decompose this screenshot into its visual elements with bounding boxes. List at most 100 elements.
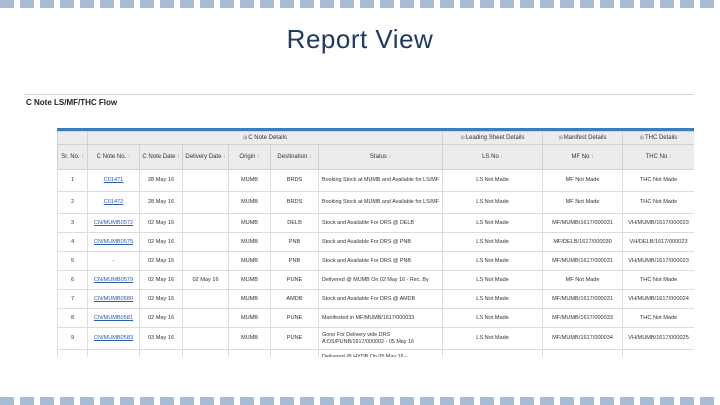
cell-dest: PNB bbox=[270, 232, 319, 252]
column-header-label: Origin bbox=[239, 153, 258, 160]
column-header[interactable]: Origin ↕ bbox=[228, 144, 271, 170]
sort-icon[interactable]: ↕ bbox=[591, 153, 594, 160]
group-header[interactable]: ⊞THC Details bbox=[622, 131, 694, 145]
cell-status: Stock and Available For DRS @ PNB bbox=[317, 232, 444, 252]
cell-mf: MF/MUMB/1617/000031 bbox=[542, 289, 624, 309]
cell-thc: VH/MUMB/1617/000024 bbox=[622, 289, 694, 309]
cnote-link[interactable]: CN/MUMB0579 bbox=[93, 276, 134, 283]
cell-date: 02 May 16 bbox=[139, 270, 183, 290]
cnote-link[interactable]: C01471 bbox=[103, 177, 124, 183]
cell-cnote[interactable]: CN/MUMB0581 bbox=[87, 308, 140, 328]
sort-icon[interactable]: ↕ bbox=[127, 153, 131, 160]
column-header[interactable]: C Note Date ↕ bbox=[139, 144, 183, 170]
expand-icon[interactable]: ⊞ bbox=[243, 134, 248, 141]
cell-sr: 2 bbox=[57, 191, 88, 214]
group-header-row: ⊞C Note Details ⊞Leading Sheet Details ⊞Ma… bbox=[57, 131, 694, 145]
group-header[interactable]: ⊞C Note Details bbox=[86, 131, 444, 145]
cell-dest: PUNE bbox=[270, 327, 319, 350]
cell-origin: MUMB bbox=[228, 308, 271, 328]
sort-icon[interactable]: ↕ bbox=[668, 153, 672, 160]
sort-icon[interactable]: ↕ bbox=[257, 153, 260, 160]
table-row[interactable]: 6 CN/MUMB0579 02 May 16 02 May 16 MUMB PUNE De… bbox=[57, 270, 694, 290]
cell-cnote[interactable]: CN/MUMB0582 bbox=[87, 349, 140, 357]
cell-delivery bbox=[182, 213, 229, 233]
column-header[interactable]: Destination ↕ bbox=[270, 144, 319, 170]
cell-ls: LS Not Made bbox=[442, 191, 544, 214]
cell-ls: LS Not Made bbox=[442, 327, 544, 350]
cell-status: Stock and Available For DRS @ DELB bbox=[317, 213, 444, 233]
sort-icon[interactable]: ↕ bbox=[223, 153, 226, 160]
cell-cnote[interactable]: CN/MUMB0580 bbox=[87, 289, 140, 309]
group-header-label: Leading Sheet Details bbox=[465, 134, 525, 141]
cell-cnote[interactable]: C01471 bbox=[87, 169, 140, 192]
cell-dest: PNB bbox=[270, 251, 319, 271]
cell-cnote[interactable]: CN/MUMB0579 bbox=[87, 270, 140, 290]
cnote-link[interactable]: CN/MUMB0572 bbox=[93, 219, 134, 226]
sort-icon[interactable]: ↕ bbox=[81, 153, 84, 160]
group-header-blank bbox=[57, 131, 88, 145]
table-row[interactable]: 3 CN/MUMB0572 02 May 16 MUMB DELB Stock and A… bbox=[57, 213, 694, 233]
cell-delivery: 05 May 16 bbox=[182, 349, 229, 357]
group-header[interactable]: ⊞Manifest Details bbox=[542, 131, 624, 145]
cell-cnote[interactable]: CN/MUMB0572 bbox=[87, 213, 140, 233]
table-row[interactable]: 4 CN/MUMB0575 02 May 16 MUMB PNB Stock and Av… bbox=[57, 232, 694, 252]
cell-sr: 1 bbox=[57, 169, 88, 192]
column-header[interactable]: Status ↕ bbox=[317, 144, 444, 170]
sort-icon[interactable]: ↕ bbox=[309, 153, 312, 160]
cell-mf: MF/DELB/1617/000030 bbox=[542, 232, 624, 252]
cell-delivery bbox=[182, 191, 229, 214]
cnote-link[interactable]: CN/MUMB0580 bbox=[93, 295, 134, 302]
cell-dest: PUNE bbox=[270, 270, 319, 290]
cell-sr: 3 bbox=[57, 213, 88, 233]
expand-icon[interactable]: ⊞ bbox=[639, 134, 644, 141]
table-row[interactable]: 7 CN/MUMB0580 02 May 16 MUMB AMDB Stock and A… bbox=[57, 289, 694, 309]
cell-origin: MUMB bbox=[228, 169, 271, 192]
cell-dest: BRDS bbox=[270, 191, 319, 214]
cell-thc: VH/MUMB/1617/000025 bbox=[622, 327, 694, 350]
cell-date: 04 May 16 bbox=[139, 349, 183, 357]
sort-icon[interactable]: ↕ bbox=[388, 153, 392, 160]
slide-title: Report View bbox=[286, 24, 434, 54]
cell-cnote[interactable]: CN/MUMB0583 bbox=[87, 327, 140, 350]
column-header[interactable]: Sr. No. ↕ bbox=[57, 144, 88, 170]
cnote-link[interactable]: CN/MUMB0583 bbox=[93, 335, 134, 341]
table-row[interactable]: 8 CN/MUMB0581 02 May 16 MUMB PUNE Manifested … bbox=[57, 308, 694, 328]
cnote-link[interactable]: CN/MUMB0581 bbox=[93, 314, 134, 321]
cell-thc: VH/MUMB/1617/000023 bbox=[622, 251, 694, 271]
cell-mf: MF Not Made bbox=[542, 270, 624, 290]
column-header[interactable]: C Note No. ↕ bbox=[87, 144, 140, 170]
cell-date: 02 May 16 bbox=[139, 251, 183, 271]
table-row[interactable]: 10CN/MUMB058204 May 1605 May 16MUMBHYDBD… bbox=[57, 349, 694, 357]
cnote-link[interactable]: CN/MUMB0575 bbox=[93, 238, 134, 245]
cell-date: 03 May 16 bbox=[139, 327, 183, 350]
cell-thc: THC Not Made bbox=[622, 169, 694, 192]
cell-status: Stock and Available For DRS @ PNB bbox=[317, 251, 444, 271]
cell-status: Gone For Delivery vide DRS A:DS/PUNB/161… bbox=[317, 327, 444, 350]
table-row[interactable]: 1 C01471 28 May 16 MUMB BRDS Booking Stock at… bbox=[57, 169, 694, 192]
section-title: C Note LS/MF/THC Flow bbox=[26, 98, 118, 107]
table-row[interactable]: 9 CN/MUMB0583 03 May 16 MUMB PUNE Gone For De… bbox=[57, 327, 694, 350]
cell-origin: MUMB bbox=[228, 213, 271, 233]
column-header[interactable]: THC No ↕ bbox=[622, 144, 694, 170]
table-row[interactable]: 5-02 May 16 MUMB PNB Stock and Available Fo… bbox=[57, 251, 694, 271]
cell-dest: BRDS bbox=[270, 169, 319, 192]
cell-date: 28 May 16 bbox=[139, 191, 183, 214]
expand-icon[interactable]: ⊞ bbox=[460, 134, 465, 141]
group-header[interactable]: ⊞Leading Sheet Details bbox=[442, 131, 544, 145]
column-header[interactable]: MF No ↕ bbox=[542, 144, 624, 170]
cell-ls: LS Not Made bbox=[442, 308, 544, 328]
cell-cnote[interactable]: C01472 bbox=[87, 191, 140, 214]
table-row[interactable]: 2 C01472 28 May 16 MUMB BRDS Booking Stock at… bbox=[57, 191, 694, 214]
cell-mf: MF/MUMB/1617/000031 bbox=[542, 251, 624, 271]
cell-mf: MF/MUMB/1617/000033 bbox=[542, 308, 624, 328]
sort-icon[interactable]: ↕ bbox=[500, 153, 503, 160]
cell-mf: MF/MUMB/1617/000034 bbox=[542, 327, 624, 350]
cnote-link[interactable]: C01472 bbox=[103, 199, 124, 205]
column-header-row: Sr. No. ↕ C Note No. ↕ C Note Date ↕ Delive… bbox=[57, 144, 694, 170]
group-header-label: THC Details bbox=[644, 134, 678, 141]
sort-icon[interactable]: ↕ bbox=[177, 153, 180, 160]
cell-cnote[interactable]: CN/MUMB0575 bbox=[87, 232, 140, 252]
expand-icon[interactable]: ⊞ bbox=[558, 134, 563, 141]
column-header[interactable]: Delivery Date ↕ bbox=[182, 144, 229, 170]
column-header[interactable]: LS No ↕ bbox=[442, 144, 544, 170]
